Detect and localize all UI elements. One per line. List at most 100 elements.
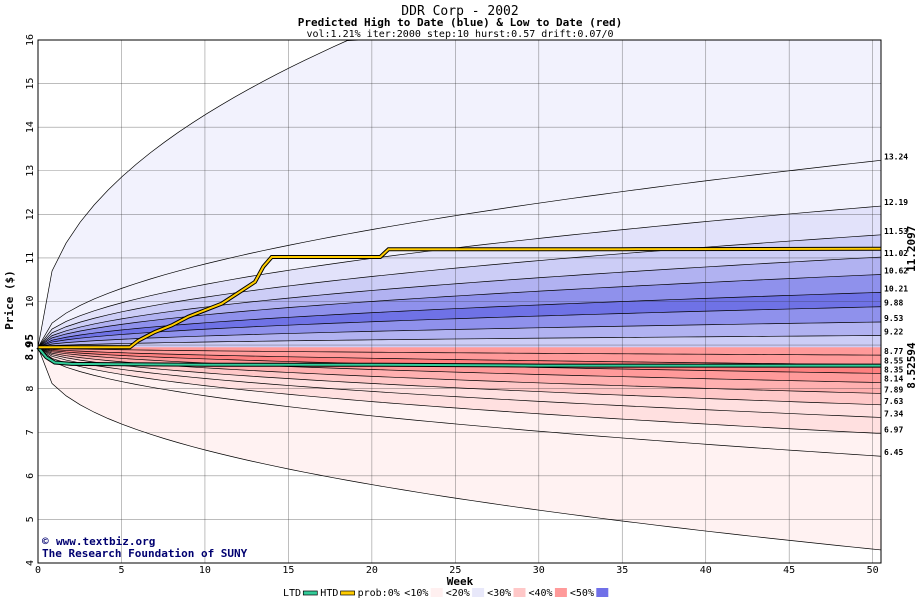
y-tick-label: 9	[25, 342, 36, 348]
quantile-line	[37, 256, 882, 348]
quantile-line	[37, 321, 882, 348]
legend-label: <40%	[529, 588, 553, 599]
y-axis-label: Price ($)	[3, 270, 16, 330]
y-tick-label: 13	[25, 165, 36, 177]
blue-band	[38, 234, 881, 348]
end-value-label: 9.88	[884, 299, 903, 308]
quantile-line	[37, 346, 882, 366]
red-band	[38, 347, 881, 405]
htd-end-label: 11.2097	[905, 226, 918, 272]
x-tick-label: 20	[366, 565, 378, 576]
x-tick-label: 30	[533, 565, 545, 576]
chart-params: vol:1.21% iter:2000 step:10 hurst:0.57 d…	[306, 29, 613, 40]
chart-subtitle: Predicted High to Date (blue) & Low to D…	[298, 16, 623, 29]
quantile-line	[37, 346, 882, 434]
x-axis-label: Week	[447, 575, 474, 588]
end-value-label: 13.24	[884, 152, 908, 161]
legend-label: <20%	[446, 588, 470, 599]
red-band	[38, 347, 881, 365]
quantile-line	[37, 159, 882, 348]
quantile-line	[37, 346, 882, 383]
quantile-line	[37, 346, 882, 418]
legend-swatch	[302, 590, 318, 596]
legend-label: LTD	[283, 588, 301, 599]
quantile-line	[37, 335, 882, 348]
end-value-label: 11.02	[884, 249, 908, 258]
x-tick-label: 50	[867, 565, 879, 576]
y-tick-label: 15	[25, 78, 36, 90]
copyright-symbol: ©	[42, 535, 49, 548]
credit-url: www.textbiz.org	[56, 535, 155, 548]
htd-line	[38, 247, 882, 349]
y-tick-label: 7	[25, 429, 36, 435]
end-value-label: 9.53	[884, 314, 903, 323]
legend-swatch	[472, 588, 485, 597]
legend-swatch	[596, 588, 609, 597]
blue-band	[38, 206, 881, 348]
red-band	[38, 347, 881, 434]
plot-frame	[37, 39, 882, 564]
x-tick-label: 10	[199, 565, 211, 576]
blue-band	[38, 160, 881, 348]
end-value-label: 8.14	[884, 375, 903, 384]
red-band	[38, 347, 881, 457]
legend-swatch	[554, 588, 567, 597]
quantile-line	[37, 347, 882, 457]
red-band	[38, 347, 881, 550]
end-value-labels: 13.24 12.19 11.53 11.02 10.62 10.21 9.88 9.53 9.…	[884, 152, 908, 457]
legend-label: HTD	[320, 588, 338, 599]
x-tick-label: 15	[282, 565, 294, 576]
chart-title: DDR Corp - 2002	[401, 4, 518, 19]
y-tick-label: 4	[25, 560, 36, 566]
end-value-label: 6.45	[884, 448, 903, 457]
quantile-line	[37, 234, 882, 348]
red-band	[38, 347, 881, 418]
legend-label: <30%	[487, 588, 511, 599]
quantile-line	[37, 346, 882, 406]
blue-band	[38, 257, 881, 348]
x-tick-label: 35	[616, 565, 628, 576]
legend: LTD HTD prob:0% <10% <20% <30% <40% <50%	[283, 588, 609, 599]
y-tick-label: 10	[25, 295, 36, 307]
x-tick-label: 5	[118, 565, 124, 576]
end-value-label: 12.19	[884, 198, 908, 207]
start-price-label: 8.95	[23, 334, 36, 361]
end-value-label: 7.34	[884, 409, 903, 418]
x-tick-label: 0	[35, 565, 41, 576]
credit-box: © www.textbiz.org The Research Foundatio…	[42, 535, 248, 560]
end-value-label: 11.53	[884, 227, 908, 236]
end-value-label: 8.55	[884, 357, 903, 366]
probability-bands	[38, 40, 881, 550]
blue-band	[38, 321, 881, 348]
blue-band	[38, 274, 881, 348]
quantile-line	[37, 306, 882, 348]
legend-label: <10%	[404, 588, 428, 599]
y-tick-label: 12	[25, 208, 36, 220]
quantile-line	[37, 274, 882, 348]
end-value-label: 9.22	[884, 327, 903, 336]
end-value-label: 6.97	[884, 426, 903, 435]
y-tick-label: 14	[25, 121, 36, 133]
x-tick-label: 40	[700, 565, 712, 576]
legend-label: <50%	[570, 588, 594, 599]
quantile-line	[37, 291, 882, 348]
legend-swatch	[513, 588, 526, 597]
blue-band	[38, 40, 881, 348]
legend-swatch	[340, 590, 355, 596]
end-value-label: 10.21	[884, 284, 908, 293]
series-lines	[36, 246, 882, 368]
legend-swatch	[430, 588, 443, 597]
quantile-line	[37, 346, 882, 356]
blue-band	[38, 292, 881, 348]
red-band	[38, 347, 881, 383]
ltd-end-label: 8.52594	[905, 342, 918, 389]
end-value-label: 7.89	[884, 385, 903, 394]
end-value-label: 10.62	[884, 266, 908, 275]
y-tick-label: 5	[25, 516, 36, 522]
y-tick-label: 11	[25, 252, 36, 264]
legend-label: prob:0%	[358, 588, 400, 599]
x-tick-label: 45	[783, 565, 795, 576]
y-tick-label: 16	[25, 34, 36, 46]
red-band	[38, 347, 881, 394]
